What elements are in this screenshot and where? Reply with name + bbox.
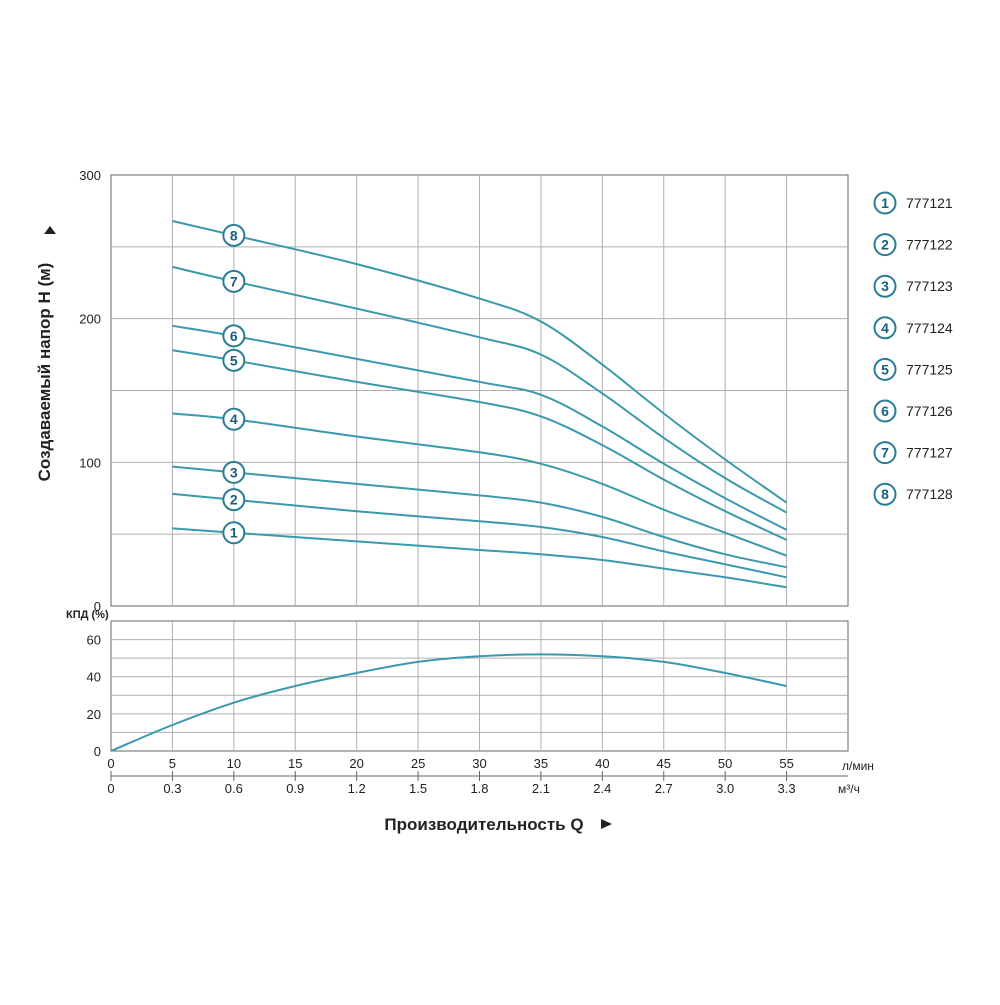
x-tick-label-m3h: 3.0 (716, 781, 734, 796)
x-tick-label-m3h: 0.6 (225, 781, 243, 796)
y-axis-title: Создаваемый напор H (м) (35, 263, 54, 482)
y-axis-arrow-icon (44, 226, 56, 234)
legend-label-777124: 777124 (906, 320, 953, 336)
head-y-tick-label: 200 (79, 312, 101, 327)
curve-marker-3 (222, 460, 246, 484)
curve-marker-4 (222, 407, 246, 431)
legend-marker-label-6: 6 (881, 403, 889, 419)
head-curve-777126 (172, 324, 788, 531)
x-tick-label-m3h: 0 (107, 781, 114, 796)
x-tick-label-lmin: 45 (657, 756, 671, 771)
head-curve-777121 (172, 527, 787, 589)
x-tick-label-m3h: 2.7 (655, 781, 673, 796)
legend-marker-6 (873, 399, 897, 423)
legend-marker-3 (873, 274, 897, 298)
head-curve-777127 (172, 265, 788, 514)
legend-label-777125: 777125 (906, 361, 953, 377)
x-tick-label-lmin: 5 (169, 756, 176, 771)
legend-marker-5 (873, 357, 897, 381)
x-tick-label-m3h: 3.3 (778, 781, 796, 796)
head-curve-777122 (172, 492, 787, 579)
x-tick-label-lmin: 55 (779, 756, 793, 771)
x-tick-label-lmin: 30 (472, 756, 486, 771)
legend-marker-7 (873, 441, 897, 465)
head-y-tick-label: 0 (94, 599, 101, 614)
x-tick-label-lmin: 10 (227, 756, 241, 771)
x-tick-label-lmin: 35 (534, 756, 548, 771)
efficiency-axis-label: КПД (%) (66, 609, 109, 621)
legend-marker-label-2: 2 (881, 237, 889, 253)
efficiency-y-tick-label: 20 (87, 707, 101, 722)
legend-marker-4 (873, 316, 897, 340)
curve-marker-label-1: 1 (230, 525, 238, 541)
x-tick-label-lmin: 0 (107, 756, 114, 771)
curve-marker-8 (222, 223, 246, 247)
x-tick-label-lmin: 40 (595, 756, 609, 771)
legend-marker-8 (873, 482, 897, 506)
head-curve-777124 (172, 412, 787, 557)
x-axis-arrow-icon (601, 819, 612, 829)
curve-marker-5 (222, 348, 246, 372)
x-unit-m3h: м³/ч (838, 782, 860, 796)
legend-marker-label-4: 4 (881, 320, 889, 336)
efficiency-curve (110, 653, 787, 752)
legend-marker-label-5: 5 (881, 361, 889, 377)
legend-label-777122: 777122 (906, 237, 953, 253)
curve-marker-7 (222, 269, 246, 293)
x-tick-label-lmin: 25 (411, 756, 425, 771)
curve-marker-2 (222, 488, 246, 512)
legend-label-777127: 777127 (906, 445, 953, 461)
x-tick-label-m3h: 0.9 (286, 781, 304, 796)
x-tick-label-lmin: 50 (718, 756, 732, 771)
legend-label-777121: 777121 (906, 195, 953, 211)
x-tick-label-m3h: 1.5 (409, 781, 427, 796)
curve-marker-label-7: 7 (230, 273, 238, 289)
legend-marker-1 (873, 191, 897, 215)
efficiency-y-tick-label: 60 (87, 633, 101, 648)
legend-marker-label-7: 7 (881, 445, 889, 461)
curve-marker-6 (222, 324, 246, 348)
efficiency-y-tick-label: 0 (94, 744, 101, 759)
x-tick-label-lmin: 15 (288, 756, 302, 771)
curve-marker-label-5: 5 (230, 352, 238, 368)
curve-marker-label-8: 8 (230, 227, 238, 243)
legend-label-777128: 777128 (906, 486, 953, 502)
x-axis-title: Производительность Q (384, 815, 583, 834)
head-curve-777125 (172, 349, 788, 541)
x-unit-lmin: л/мин (842, 759, 874, 773)
x-tick-label-m3h: 2.4 (593, 781, 611, 796)
curve-marker-label-3: 3 (230, 464, 238, 480)
x-tick-label-m3h: 0.3 (163, 781, 181, 796)
x-tick-label-m3h: 1.2 (348, 781, 366, 796)
head-y-tick-label: 300 (79, 168, 101, 183)
x-tick-label-m3h: 1.8 (470, 781, 488, 796)
legend-marker-label-1: 1 (881, 195, 889, 211)
legend-label-777126: 777126 (906, 403, 953, 419)
head-curve-777123 (172, 465, 787, 569)
legend-marker-label-8: 8 (881, 486, 889, 502)
x-tick-label-lmin: 20 (349, 756, 363, 771)
curve-marker-1 (222, 521, 246, 545)
head-y-tick-label: 100 (79, 455, 101, 470)
curve-marker-label-4: 4 (230, 411, 238, 427)
curve-marker-label-2: 2 (230, 492, 238, 508)
legend-marker-2 (873, 233, 897, 257)
curve-marker-label-6: 6 (230, 328, 238, 344)
efficiency-y-tick-label: 40 (87, 670, 101, 685)
legend-label-777123: 777123 (906, 278, 953, 294)
x-tick-label-m3h: 2.1 (532, 781, 550, 796)
legend-marker-label-3: 3 (881, 278, 889, 294)
head-curve-777128 (172, 220, 788, 504)
